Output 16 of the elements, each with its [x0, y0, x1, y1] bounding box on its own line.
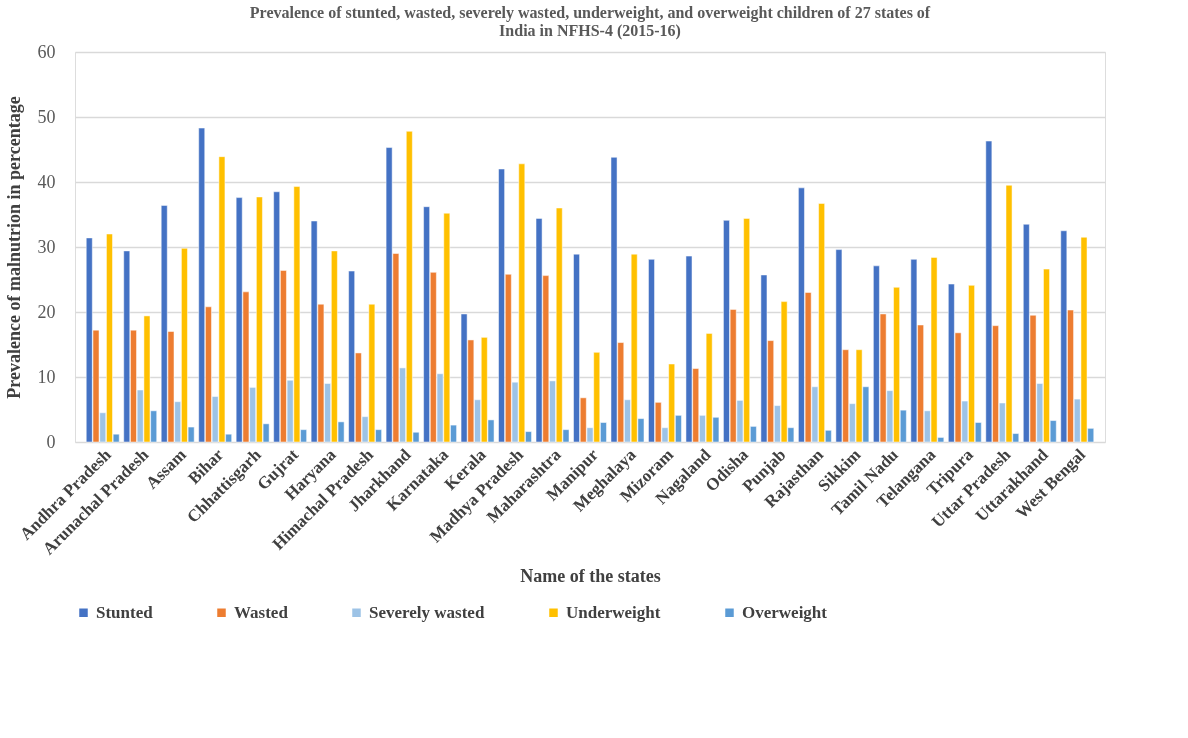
text: Prevalence of stunted, wasted, severely wasted, underweight, and overweight children of 27 states of: [249, 4, 931, 21]
y-axis-title: Prevalence of malnutrion in percentage: [3, 96, 24, 399]
y-tick-label: 40: [37, 171, 56, 192]
text: India in NFHS-4 (2015-16): [499, 22, 681, 39]
y-tick-label: 0: [46, 431, 56, 452]
legend-label: Severely wasted: [369, 602, 485, 622]
y-tick-label: 30: [37, 236, 56, 257]
legend-label: Stunted: [96, 602, 154, 622]
legend-label: Overweight: [742, 602, 828, 622]
y-tick-label: 60: [37, 41, 56, 62]
y-tick-label: 10: [37, 366, 56, 387]
y-tick-label: 20: [37, 301, 56, 322]
legend-label: Underweight: [566, 602, 661, 622]
legend-label: Wasted: [234, 602, 289, 622]
x-axis-title: Name of the states: [520, 565, 661, 586]
y-tick-label: 50: [37, 106, 56, 127]
